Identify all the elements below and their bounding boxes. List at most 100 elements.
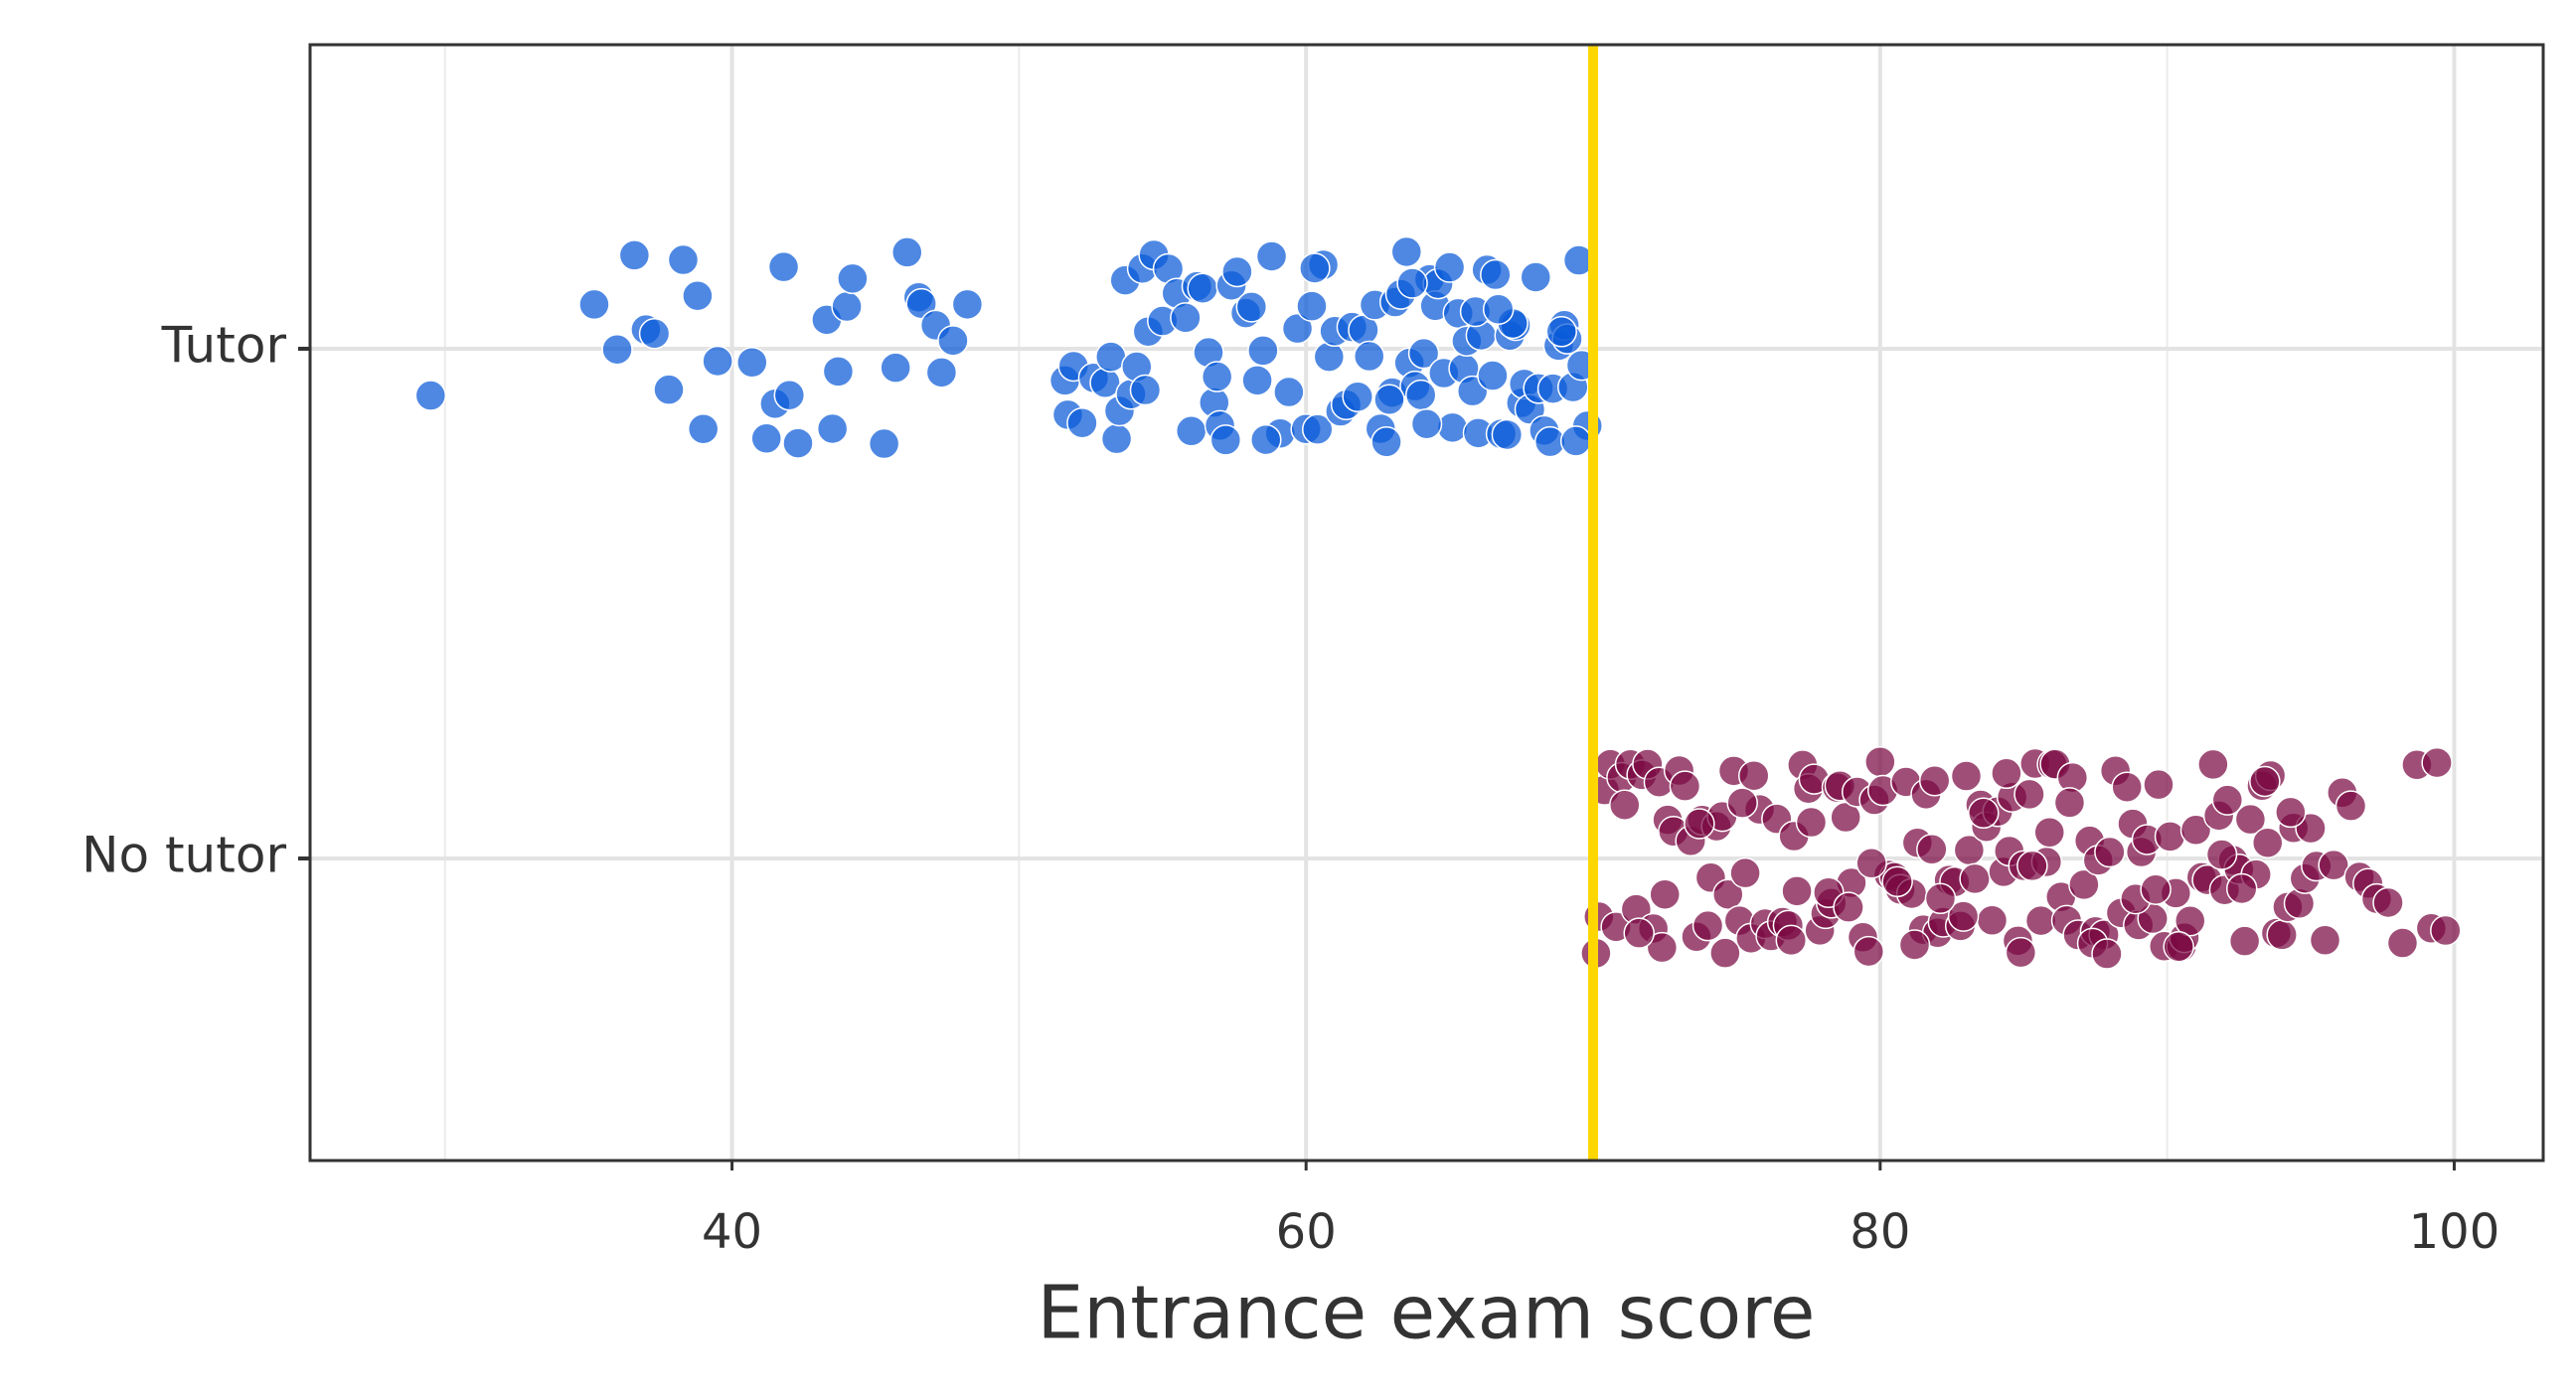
point [1559,425,1592,457]
point [2033,816,2065,849]
y-tick-label: Tutor [161,317,287,375]
point [1301,413,1334,445]
point [1833,891,1864,923]
point [750,422,782,455]
point [1646,931,1679,964]
point [2225,872,2258,905]
point [1247,335,1279,367]
point [773,379,806,411]
point [1255,240,1288,272]
point [1918,764,1951,797]
point [1407,337,1440,370]
point [2163,931,2194,963]
point [667,243,700,276]
point [1235,291,1268,323]
point [1775,924,1808,957]
point [1968,797,2000,830]
point [2111,771,2143,803]
point [1209,424,1242,456]
point [1170,302,1202,334]
point [2154,821,2186,853]
x-tick-label: 100 [2409,1204,2500,1260]
point [414,380,447,411]
point [1712,878,1744,910]
point [1916,834,1948,865]
point [1864,745,1896,778]
point [702,345,733,378]
point [1396,267,1428,299]
point [1175,415,1208,447]
point [1649,878,1681,910]
point [2179,814,2212,847]
x-axis-title: Entrance exam score [1038,1271,1816,1356]
point [2068,868,2100,901]
point [816,412,849,445]
point [767,250,800,283]
point [2386,927,2419,959]
point [925,357,958,389]
point [653,374,685,405]
x-tick-label: 40 [702,1204,762,1260]
point [2005,936,2037,969]
point [1353,340,1385,373]
point [1404,379,1437,411]
point [601,333,633,366]
point [1609,789,1641,821]
x-tick-label: 80 [1850,1204,1910,1260]
point [1991,757,2022,790]
point [1738,759,1770,792]
plot-frame [308,43,2545,1163]
point [1709,937,1741,969]
point [1313,341,1346,373]
point [1187,272,1218,304]
point [1281,312,1314,345]
point [2140,873,2172,905]
point [578,288,610,321]
point [1959,862,1991,895]
point [1250,423,1282,456]
point [2013,778,2045,811]
point [822,356,855,388]
point [890,236,923,268]
point [1477,360,1509,391]
point [1545,316,1577,348]
point [687,412,720,445]
point [1729,856,1761,889]
point [1924,882,1957,915]
x-tick-label: 60 [1276,1204,1337,1260]
point [2249,765,2281,798]
point [1855,847,1887,879]
point [2211,784,2244,816]
point [1898,929,1931,961]
point [638,318,671,350]
point [1296,290,1328,322]
point [1373,384,1405,416]
point [1241,365,1273,396]
point [2094,836,2126,868]
point [2234,803,2267,836]
point [682,279,714,312]
point [1669,770,1701,802]
point [1684,808,1715,840]
point [2372,886,2404,919]
point [2143,768,2174,801]
point [2228,925,2261,957]
point [837,262,869,295]
point [1950,760,1983,792]
point [1691,909,1724,942]
point [782,427,814,459]
point [2205,839,2238,870]
point [1433,251,1466,283]
point [2091,938,2123,970]
point [2318,849,2349,881]
point [1491,418,1524,451]
point [1795,806,1828,839]
point [1201,361,1233,392]
point [1852,935,1885,968]
point [1342,381,1373,412]
point [2275,796,2307,829]
point [1976,904,2009,937]
point [1436,411,1469,444]
point [2197,748,2229,781]
